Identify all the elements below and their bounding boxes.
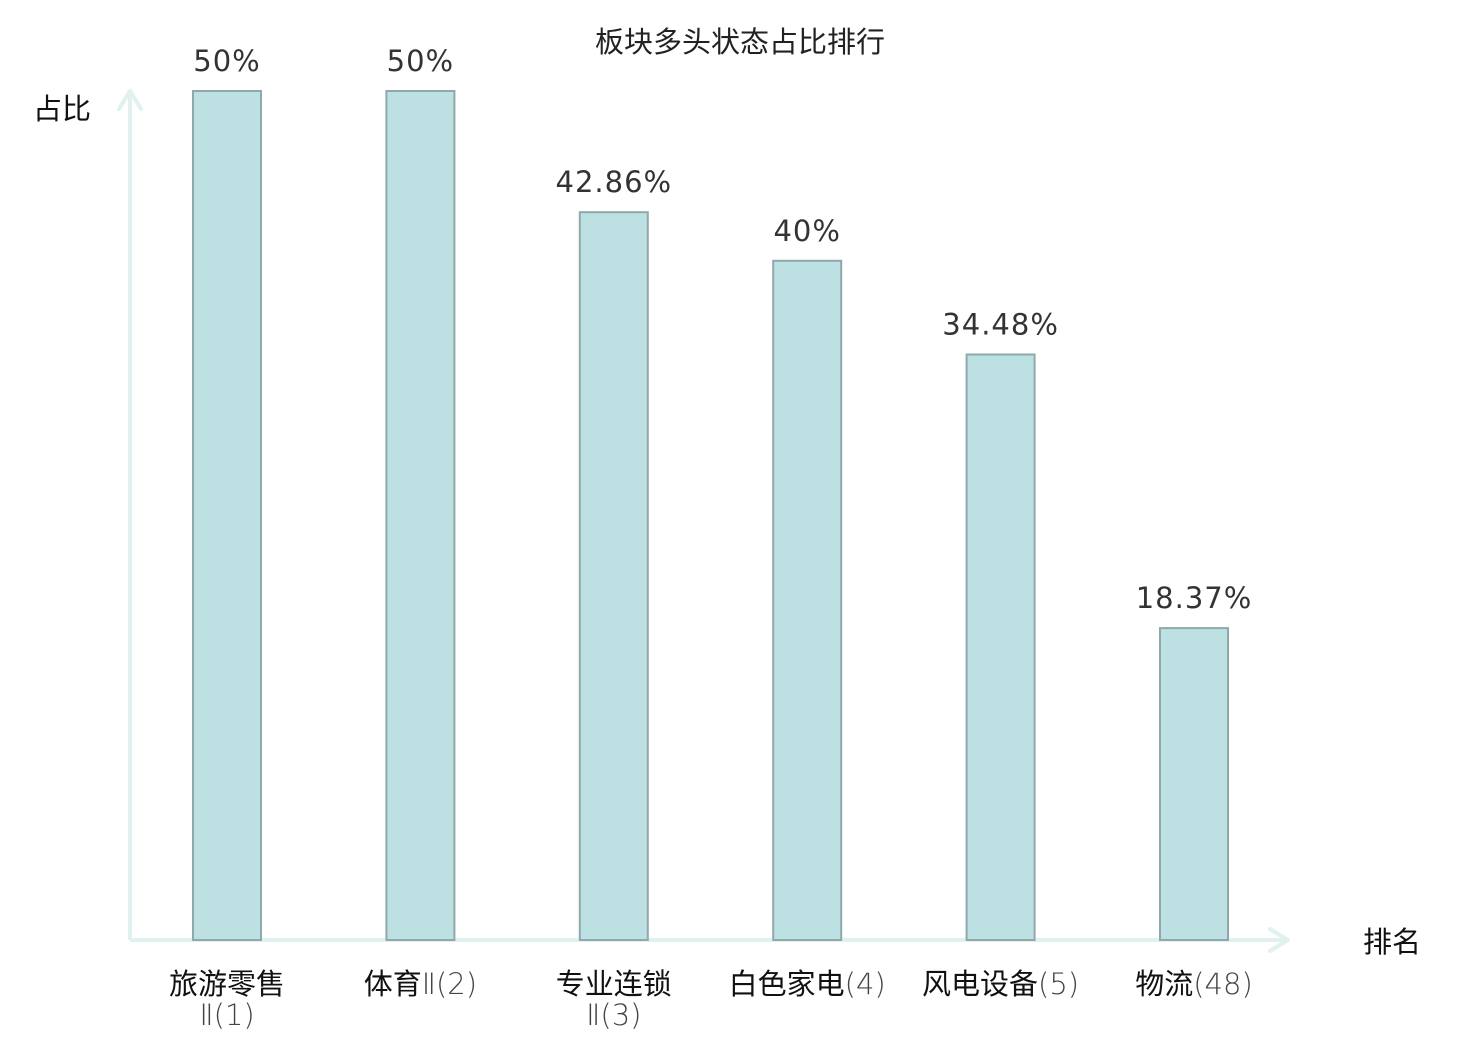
category-rank: Ⅱ(3): [586, 998, 641, 1032]
value-label: 50%: [387, 44, 454, 78]
category-rank: Ⅱ(1): [199, 998, 254, 1032]
category-labels-group: 旅游零售 Ⅱ(1)体育Ⅱ(2) 专业连锁 Ⅱ(3)白色家电(4) 风电设备(5) 物流(4…: [169, 967, 1253, 1032]
category-label: 旅游零售 Ⅱ(1): [169, 967, 285, 1032]
category-rank: (48): [1193, 967, 1253, 1001]
x-axis-label: 排名: [1363, 925, 1421, 959]
y-axis: [117, 89, 143, 940]
chart-title: 板块多头状态占比排行: [595, 25, 885, 59]
category-label: 物流(48): [1135, 967, 1253, 1001]
category-name: 旅游零售: [169, 967, 285, 1001]
category-label: 风电设备(5): [922, 967, 1079, 1001]
category-label: 白色家电(4): [729, 967, 886, 1001]
value-label: 18.37%: [1136, 581, 1253, 615]
bar: [965, 353, 1036, 941]
bar: [578, 211, 649, 941]
category-name: 白色家电: [729, 967, 845, 1001]
category-label: 体育Ⅱ(2): [364, 967, 477, 1001]
value-labels-group: 50% 50% 42.86% 40% 34.48% 18.37%: [193, 44, 1253, 615]
category-name: 专业连锁: [556, 967, 672, 1001]
value-label: 34.48%: [942, 308, 1059, 342]
x-axis: [130, 927, 1290, 953]
value-label: 42.86%: [556, 165, 673, 199]
category-name: 物流: [1135, 967, 1193, 1001]
category-label: 专业连锁 Ⅱ(3): [556, 967, 672, 1032]
value-label: 50%: [193, 44, 260, 78]
category-rank: (4): [845, 967, 886, 1001]
bar: [772, 259, 843, 941]
y-axis-label: 占比: [33, 92, 91, 126]
bar: [1159, 627, 1229, 941]
value-label: 40%: [773, 214, 840, 248]
bar: [385, 90, 456, 941]
bar: [192, 90, 262, 941]
bars-group: [192, 90, 1229, 941]
category-rank: Ⅱ(2): [422, 967, 477, 1001]
category-name: 体育: [364, 967, 422, 1001]
category-rank: (5): [1038, 967, 1079, 1001]
category-name: 风电设备: [922, 967, 1038, 1001]
